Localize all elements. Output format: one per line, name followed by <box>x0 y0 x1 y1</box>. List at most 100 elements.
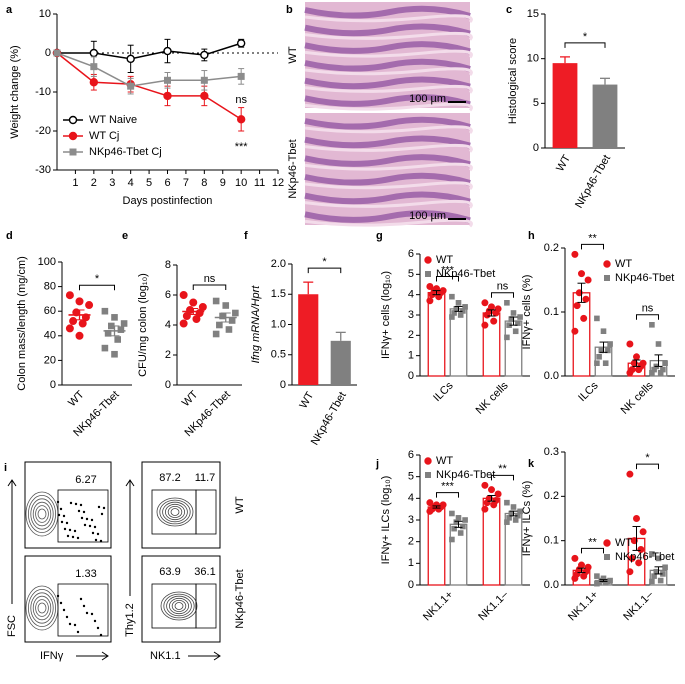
marker <box>232 309 239 317</box>
panel-letter: e <box>122 230 128 242</box>
panel-letter: h <box>528 230 535 242</box>
y-tick-label: 3 <box>408 309 414 321</box>
significance-label: * <box>95 273 100 285</box>
marker <box>508 316 515 322</box>
significance-bracket <box>636 314 659 320</box>
significance-label: ns <box>204 273 216 285</box>
significance-bracket <box>564 42 606 48</box>
panel-letter: d <box>6 230 13 242</box>
legend-label: NKp46-Tbet <box>436 469 495 481</box>
y-axis-label: Ifng mRNA/Hprt <box>250 285 262 364</box>
marker <box>435 293 443 301</box>
event-dot <box>82 510 86 514</box>
marker <box>506 515 512 521</box>
significance-bracket <box>581 547 604 554</box>
tissue-fold <box>304 84 473 94</box>
significance-label: *** <box>441 264 455 276</box>
y-tick-label: 0.5 <box>271 349 286 361</box>
significance-bracket <box>192 284 227 290</box>
event-dot <box>99 539 103 543</box>
event-dot <box>73 529 77 533</box>
contour <box>166 595 192 617</box>
marker <box>90 63 98 71</box>
significance-label: ** <box>498 463 507 475</box>
marker <box>660 571 666 577</box>
marker <box>635 366 643 374</box>
marker <box>510 310 517 316</box>
contour <box>159 499 191 525</box>
y-tick-label: 6 <box>408 248 414 260</box>
marker <box>164 76 171 84</box>
contour <box>171 600 187 613</box>
y-tick-label: 0.3 <box>544 446 559 458</box>
marker <box>504 499 510 506</box>
significance-bracket <box>307 267 342 274</box>
x-tick-label: NK cells <box>619 379 656 416</box>
scale-bar-label: 100 µm <box>409 93 446 105</box>
y-tick-label: 1 <box>408 557 414 569</box>
y-tick-label: 20 <box>44 354 56 366</box>
significance-bracket <box>436 276 459 282</box>
event-dot <box>74 502 78 506</box>
marker <box>426 499 434 507</box>
marker <box>512 328 519 335</box>
marker <box>81 313 90 322</box>
y-tick-label: 5 <box>408 268 414 280</box>
marker <box>660 366 666 373</box>
marker <box>490 317 498 325</box>
y-tick-label: 0.2 <box>544 242 559 254</box>
y-tick-label: 100 <box>38 256 56 268</box>
x-tick-label: 1 <box>72 177 78 189</box>
panel-letter: c <box>506 4 512 16</box>
event-dot <box>68 622 72 626</box>
marker <box>571 574 579 582</box>
axis-arrow <box>188 651 221 661</box>
y-tick-label: 6 <box>165 289 171 301</box>
marker <box>182 312 191 321</box>
event-dot <box>76 536 80 540</box>
x-tick-label: 2 <box>91 177 97 189</box>
y-tick-label: 2.0 <box>271 258 286 270</box>
marker <box>481 505 489 513</box>
y-axis-label: IFNγ+ cells (%) <box>521 275 533 350</box>
marker <box>75 297 84 306</box>
y-tick-label: 10 <box>39 8 51 20</box>
marker <box>578 270 586 278</box>
marker <box>515 512 521 519</box>
marker <box>53 49 61 57</box>
marker <box>626 340 634 348</box>
event-dot <box>97 505 101 509</box>
tissue-fold <box>304 143 473 153</box>
significance-bracket <box>491 292 514 298</box>
marker <box>460 308 466 314</box>
event-dot <box>62 608 66 612</box>
contour <box>164 503 185 521</box>
marker <box>451 310 457 316</box>
series-line <box>57 42 242 60</box>
x-tick-label: WT <box>180 388 201 409</box>
marker <box>649 551 655 557</box>
y-tick-label: 0 <box>45 47 51 59</box>
marker <box>120 320 128 327</box>
marker <box>655 341 662 347</box>
marker <box>457 530 464 536</box>
contour <box>37 602 47 614</box>
marker <box>65 291 74 300</box>
axis-arrow <box>125 479 135 596</box>
axis-arrow <box>76 651 109 661</box>
marker <box>219 312 226 320</box>
contour <box>30 592 54 624</box>
marker <box>662 564 668 571</box>
y-tick-label: 0 <box>533 142 539 154</box>
contour <box>37 508 47 520</box>
row-label: NKp46-Tbet <box>287 139 299 198</box>
marker <box>655 555 662 562</box>
contour <box>32 501 52 527</box>
contour <box>156 497 194 527</box>
panel-letter: f <box>244 230 248 242</box>
event-dot <box>57 513 61 517</box>
marker <box>626 470 634 478</box>
tissue-fold <box>304 191 471 205</box>
row-label: WT <box>234 496 246 513</box>
event-dot <box>93 619 97 623</box>
